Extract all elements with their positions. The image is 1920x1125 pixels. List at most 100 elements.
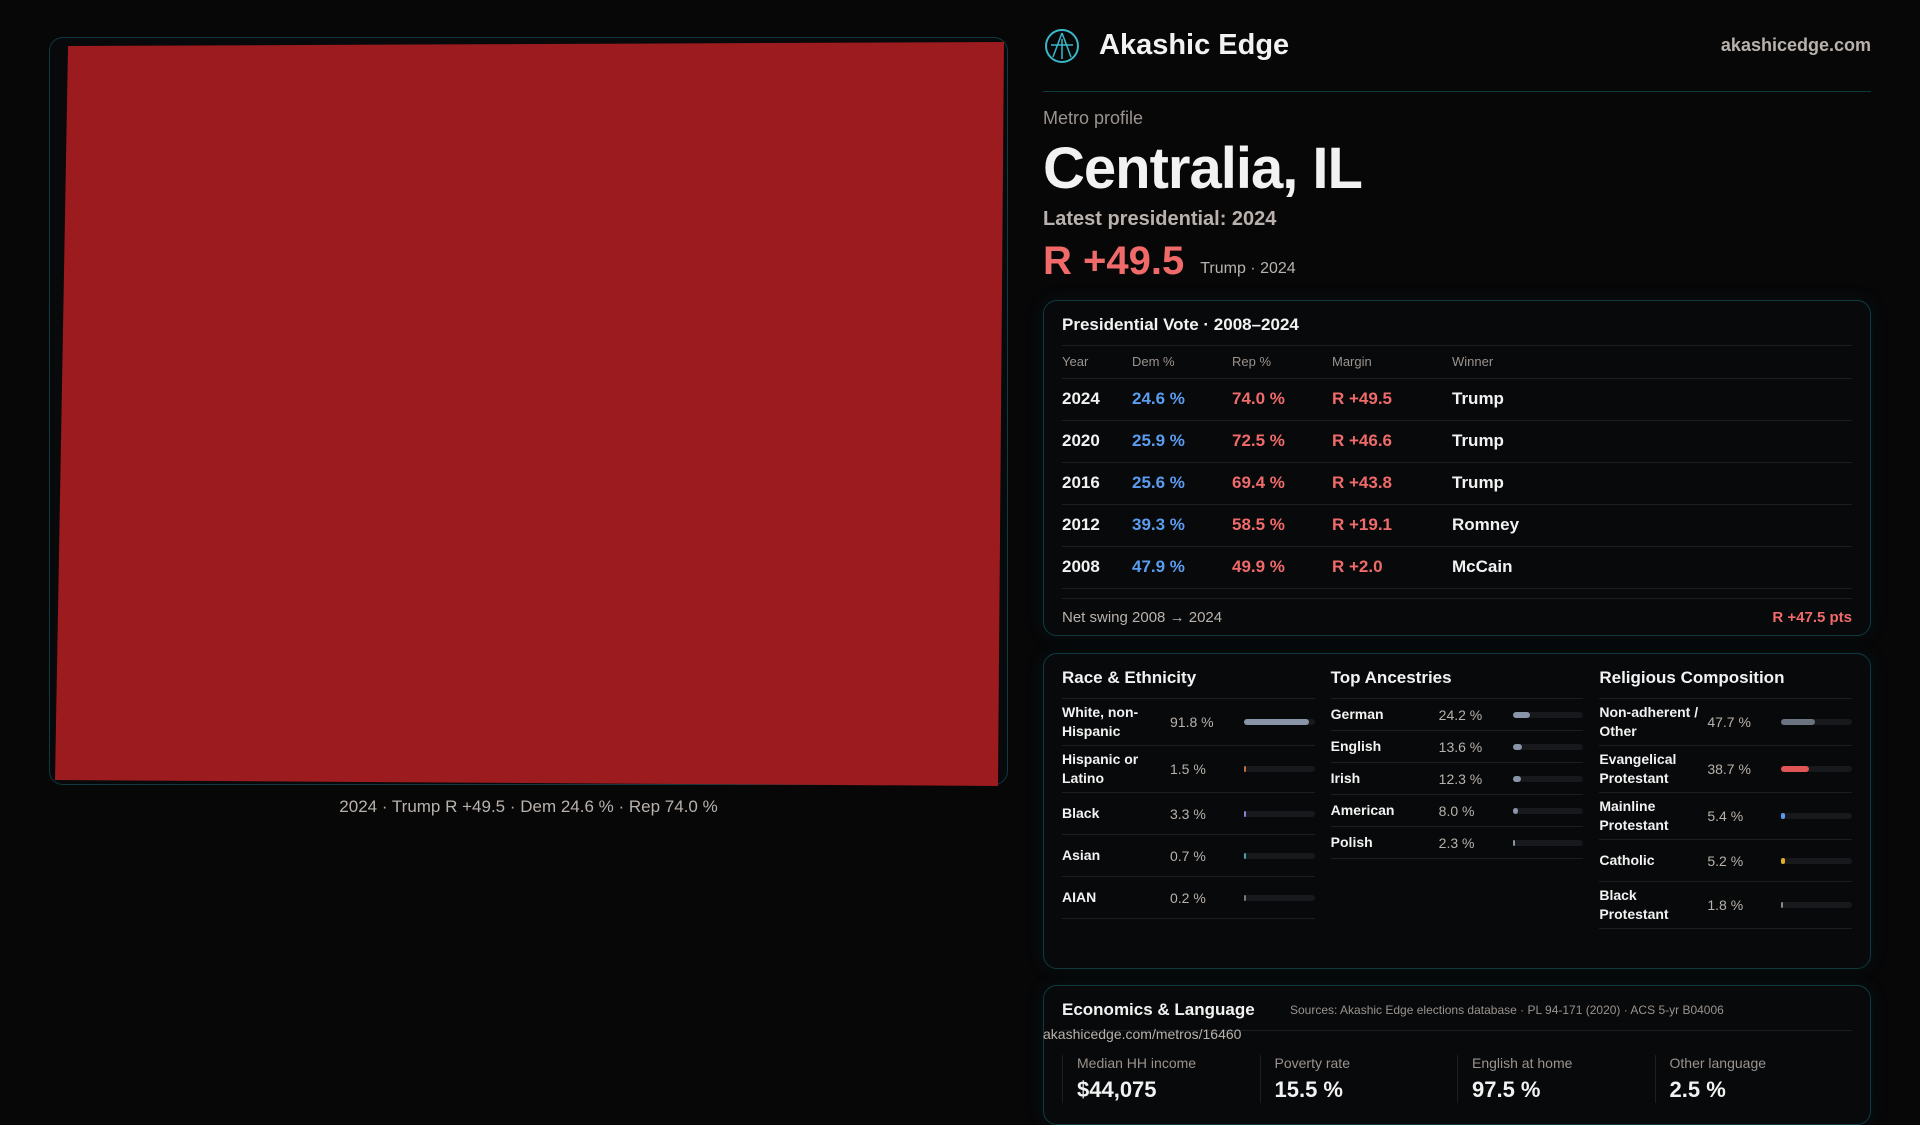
table-cell: 2020 bbox=[1062, 420, 1132, 463]
row-label: Irish bbox=[1330, 770, 1361, 786]
demographic-row: Polish 2.3 % bbox=[1330, 827, 1584, 859]
column-header: Winner bbox=[1452, 346, 1852, 379]
row-value: 1.8 % bbox=[1707, 897, 1744, 913]
row-value: 91.8 % bbox=[1170, 714, 1214, 730]
demographic-row: Asian 0.7 % bbox=[1062, 835, 1315, 877]
row-label: German bbox=[1330, 706, 1384, 722]
row-value: 47.7 % bbox=[1707, 714, 1751, 730]
row-value: 12.3 % bbox=[1438, 770, 1483, 787]
page-kicker: Metro profile bbox=[1043, 108, 1144, 128]
row-label: American bbox=[1330, 802, 1395, 818]
header: Akashic Edge akashicedge.com bbox=[1043, 0, 1871, 92]
table-cell: 39.3 % bbox=[1132, 504, 1232, 547]
demographic-row: Non-adherent / Other 47.7 % bbox=[1599, 699, 1853, 746]
brand[interactable]: Akashic Edge bbox=[1043, 27, 1289, 65]
row-label: Mainline Protestant bbox=[1599, 798, 1669, 833]
demographic-group: Top Ancestries German 24.2 % English 13.6 % I… bbox=[1330, 668, 1584, 929]
row-label: Non-adherent / Other bbox=[1599, 704, 1699, 739]
table-cell: 2008 bbox=[1062, 546, 1132, 589]
demographic-row: Mainline Protestant 5.4 % bbox=[1599, 793, 1853, 840]
table-cell: 25.9 % bbox=[1132, 420, 1232, 463]
table-row: 2012 39.3 % 58.5 % R +19.1 Romney bbox=[1062, 504, 1852, 547]
row-label: Polish bbox=[1330, 834, 1373, 850]
row-label: Catholic bbox=[1599, 852, 1655, 868]
table-row: 2008 47.9 % 49.9 % R +2.0 McCain bbox=[1062, 546, 1852, 589]
demographic-row: Black 3.3 % bbox=[1062, 793, 1315, 835]
demographic-row: Hispanic or Latino 1.5 % bbox=[1062, 746, 1315, 793]
net-swing-label: Net swing 2008 → 2024 bbox=[1062, 608, 1223, 626]
demographic-row: German 24.2 % bbox=[1330, 699, 1584, 731]
table-cell: 24.6 % bbox=[1132, 378, 1232, 421]
stat-tile: Other language 2.5 % bbox=[1654, 1055, 1853, 1103]
row-value: 2.3 % bbox=[1438, 834, 1475, 851]
row-label: White, non-Hispanic bbox=[1062, 704, 1139, 739]
bar-track bbox=[1244, 719, 1315, 725]
bar-track bbox=[1512, 711, 1584, 718]
metro-boundary[interactable] bbox=[55, 42, 1004, 786]
table-cell: 47.9 % bbox=[1132, 546, 1232, 589]
demographic-row: Black Protestant 1.8 % bbox=[1599, 882, 1853, 929]
group-title: Religious Composition bbox=[1599, 668, 1853, 699]
table-cell: R +2.0 bbox=[1332, 546, 1452, 589]
bar-track bbox=[1781, 813, 1853, 819]
bar-fill bbox=[1512, 743, 1523, 750]
table-cell: 2012 bbox=[1062, 504, 1132, 547]
latest-presidential: Latest presidential: 2024 bbox=[1043, 208, 1277, 230]
demographics-card: Race & Ethnicity White, non-Hispanic 91.8 … bbox=[1043, 653, 1871, 969]
bar-fill bbox=[1781, 813, 1786, 819]
stat-value: $44,075 bbox=[1077, 1077, 1157, 1102]
bar-fill bbox=[1512, 711, 1530, 718]
bar-track bbox=[1512, 775, 1584, 782]
bar-fill bbox=[1781, 902, 1784, 908]
column-header: Margin bbox=[1332, 346, 1452, 379]
bar-fill bbox=[1512, 839, 1515, 846]
table-cell: 2016 bbox=[1062, 462, 1132, 505]
bar-track bbox=[1244, 894, 1315, 901]
bar-fill bbox=[1244, 719, 1309, 725]
column-header: Year bbox=[1062, 346, 1132, 379]
group-title: Race & Ethnicity bbox=[1062, 668, 1315, 699]
row-value: 38.7 % bbox=[1707, 761, 1751, 777]
demographic-row: Evangelical Protestant 38.7 % bbox=[1599, 746, 1853, 793]
table-cell: 2024 bbox=[1062, 378, 1132, 421]
row-value: 0.2 % bbox=[1170, 889, 1206, 906]
vote-table: Year Dem % Rep % Margin Winner 2024 24.6 % 74.… bbox=[1062, 346, 1852, 589]
bar-track bbox=[1512, 839, 1584, 846]
stat-tile: Median HH income $44,075 bbox=[1062, 1055, 1260, 1103]
demographic-row: AIAN 0.2 % bbox=[1062, 877, 1315, 919]
row-value: 13.6 % bbox=[1438, 738, 1483, 755]
row-value: 5.2 % bbox=[1707, 852, 1744, 869]
row-value: 0.7 % bbox=[1170, 847, 1206, 864]
card-title: Presidential Vote · 2008–2024 bbox=[1062, 315, 1852, 346]
table-cell: R +19.1 bbox=[1332, 504, 1452, 547]
row-label: Asian bbox=[1062, 847, 1101, 863]
row-value: 1.5 % bbox=[1170, 761, 1206, 777]
bar-track bbox=[1244, 852, 1315, 859]
table-cell: Trump bbox=[1452, 378, 1852, 421]
bar-track bbox=[1781, 766, 1853, 772]
metro-map[interactable] bbox=[50, 38, 1009, 786]
table-cell: 58.5 % bbox=[1232, 504, 1332, 547]
stat-label: Median HH income bbox=[1077, 1055, 1197, 1071]
row-label: Black Protestant bbox=[1599, 887, 1669, 922]
table-cell: 25.6 % bbox=[1132, 462, 1232, 505]
bar-fill bbox=[1781, 766, 1809, 772]
demographic-group: Race & Ethnicity White, non-Hispanic 91.8 … bbox=[1062, 668, 1315, 929]
bar-fill bbox=[1244, 894, 1246, 901]
table-cell: Romney bbox=[1452, 504, 1852, 547]
map-caption: 2024 · Trump R +49.5 · Dem 24.6 % · Rep … bbox=[339, 797, 718, 816]
map-panel[interactable] bbox=[49, 37, 1009, 786]
akashic-logo-icon bbox=[1045, 28, 1079, 63]
permalink[interactable]: akashicedge.com/metros/16460 bbox=[1043, 1026, 1242, 1042]
column-header: Dem % bbox=[1132, 346, 1232, 379]
table-cell: 69.4 % bbox=[1232, 462, 1332, 505]
row-label: Hispanic or Latino bbox=[1062, 751, 1139, 786]
sources-note: Sources: Akashic Edge elections database… bbox=[1290, 1003, 1724, 1017]
site-link[interactable]: akashicedge.com bbox=[1720, 35, 1871, 55]
table-cell: 72.5 % bbox=[1232, 420, 1332, 463]
bar-track bbox=[1781, 902, 1853, 908]
stat-tile: English at home 97.5 % bbox=[1457, 1055, 1655, 1103]
demographic-row: English 13.6 % bbox=[1330, 731, 1584, 763]
bar-fill bbox=[1781, 857, 1786, 864]
column-header: Rep % bbox=[1232, 346, 1332, 379]
